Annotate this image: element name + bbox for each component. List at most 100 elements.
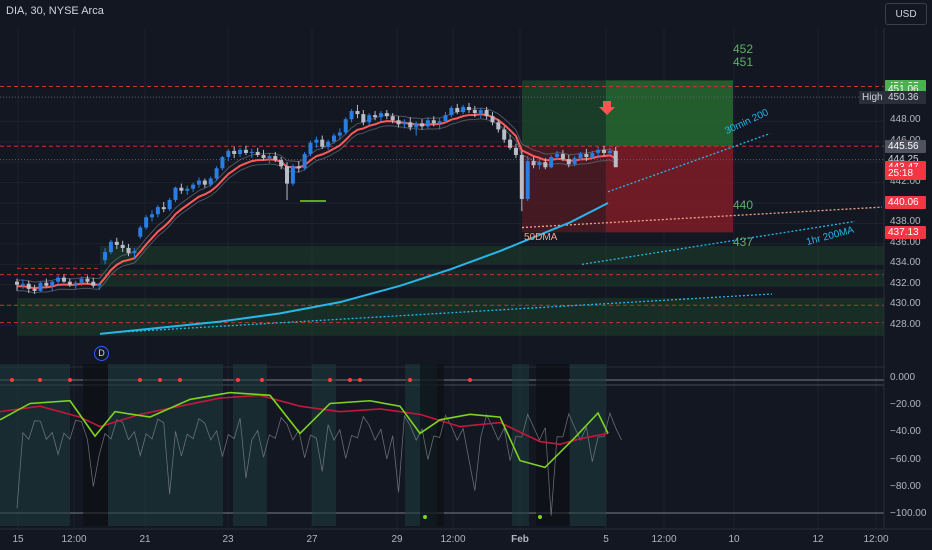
candle-body (596, 149, 601, 153)
candle-body (496, 122, 501, 130)
candle-body (285, 166, 290, 184)
candle-body (232, 150, 237, 154)
candle (267, 152, 272, 164)
candle (61, 274, 66, 283)
dividend-marker[interactable]: D (94, 346, 109, 361)
candle-body (290, 166, 295, 184)
osc-signal-dot (260, 378, 264, 382)
candle-body (79, 278, 84, 283)
candle (349, 108, 354, 123)
candle-body (196, 180, 201, 185)
candle-body (308, 142, 313, 154)
candle-body (349, 111, 354, 120)
osc-tick-label: −100.00 (890, 508, 927, 519)
candle (367, 113, 372, 126)
candle-body (114, 241, 119, 245)
candle (44, 278, 49, 287)
osc-signal-dot (178, 378, 182, 382)
candle-body (249, 151, 254, 153)
candle-body (613, 150, 618, 168)
osc-tick-label: 0.000 (890, 372, 916, 383)
osc-shade-zone (570, 364, 606, 526)
candle-body (331, 135, 336, 142)
candle-body (44, 282, 49, 286)
candle (279, 157, 284, 170)
osc-signal-dot (38, 378, 42, 382)
support-zone-2 (100, 269, 884, 287)
candle-body (584, 153, 589, 158)
osc-dark-zone (420, 364, 444, 526)
candle-body (50, 281, 55, 286)
candle-body (161, 207, 166, 210)
candle (373, 111, 378, 121)
loss-zone-extended (606, 146, 733, 233)
candle-body (367, 115, 372, 123)
y-tick-label: 434.00 (890, 257, 921, 269)
candle-body (320, 139, 325, 147)
candle-body (390, 116, 395, 121)
y-tick-label: 430.00 (890, 298, 921, 310)
y-tick-label: 428.00 (890, 318, 921, 330)
candle (496, 119, 501, 133)
candle-body (560, 153, 565, 160)
candle (144, 215, 149, 230)
candle-body (537, 162, 542, 166)
candle (208, 176, 213, 187)
candle (560, 149, 565, 162)
candle (431, 116, 436, 127)
candle (543, 158, 548, 170)
x-tick-label: 15 (12, 534, 24, 545)
candle-body (607, 150, 612, 153)
candle (167, 197, 172, 212)
level-440-label: 440 (733, 198, 754, 212)
candle-body (361, 114, 366, 123)
candle-body (408, 122, 413, 128)
candle (290, 164, 295, 186)
candle-body (425, 120, 430, 127)
candle-body (91, 281, 96, 286)
candle-body (420, 123, 425, 127)
x-tick-label: 12:00 (863, 534, 889, 545)
x-tick-label: 21 (139, 534, 151, 545)
currency-button[interactable]: USD (885, 3, 927, 25)
candle-body (343, 119, 348, 133)
candle (196, 177, 201, 188)
candle (238, 147, 243, 158)
candle (15, 278, 19, 291)
candle-body (73, 282, 78, 285)
candle (150, 210, 155, 222)
osc-signal-dot (328, 378, 332, 382)
candle (402, 119, 407, 129)
candle (103, 247, 108, 265)
candle (361, 110, 366, 126)
candle (337, 128, 342, 140)
candle-body (214, 168, 219, 179)
candle-body (61, 277, 66, 282)
candle (437, 118, 442, 130)
candle (355, 104, 360, 119)
osc-tick-label: −60.00 (890, 453, 921, 465)
price-tag: 437.13 (885, 225, 926, 239)
candle-body (555, 153, 560, 158)
y-tick-label: 442.00 (890, 175, 921, 187)
candle (396, 116, 401, 128)
candle (578, 151, 583, 161)
candle (220, 156, 225, 171)
candle (38, 281, 43, 292)
candle-body (273, 156, 278, 161)
candle-body (443, 115, 448, 122)
candle (314, 136, 319, 148)
candle-body (38, 282, 43, 291)
candle-body (120, 244, 125, 248)
osc-shade-zone (233, 364, 267, 526)
candle (590, 150, 595, 160)
candle (120, 240, 125, 253)
candle (326, 139, 331, 150)
candle (138, 225, 143, 239)
candle-body (97, 283, 102, 286)
candle-body (32, 288, 37, 291)
candle-body (373, 115, 378, 118)
profit-zone-extended (606, 80, 733, 147)
candle-body (531, 161, 536, 166)
